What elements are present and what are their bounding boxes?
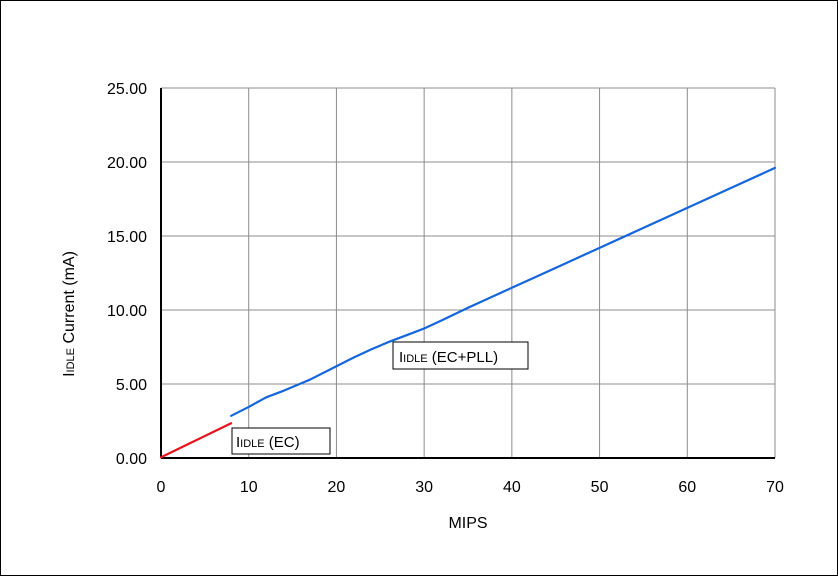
x-tick-label: 0 [157,479,166,496]
svg-text:IIDLE (EC+PLL): IIDLE (EC+PLL) [399,349,498,366]
label-idle-ec-pll-box [392,341,529,370]
x-tick-label: 40 [503,479,521,496]
y-axis-title: IIDLE Current (mA) [61,251,78,377]
y-tick-label: 10.00 [107,303,147,320]
y-tick-label: 15.00 [107,229,147,246]
y-axis-title-prefix: I [61,372,78,376]
x-tick-label: 60 [678,479,696,496]
label-idle-ec-pll-suffix: (EC+PLL) [428,349,498,366]
label-idle-ec-pll-prefix: I [399,349,403,366]
series-line-0 [159,422,233,459]
x-tick-labels: 0 10 20 30 40 50 60 70 [157,479,784,496]
y-axis-title-subscript: IDLE [65,348,77,372]
label-idle-ec-pll: IIDLE (EC+PLL) [392,341,529,370]
y-tick-label: 25.00 [107,81,147,98]
svg-text:IIDLE (EC): IIDLE (EC) [236,434,300,451]
series-line-1 [230,166,777,417]
grid-lines [161,87,776,458]
label-idle-ec-pll-subscript: IDLE [403,353,427,365]
y-tick-labels: 0.00 5.00 10.00 15.00 20.00 25.00 [107,81,147,468]
y-tick-label: 5.00 [116,377,147,394]
x-axis-title: MIPS [448,515,487,532]
y-axis-title-suffix: Current (mA) [61,251,78,348]
x-tick-label: 20 [328,479,346,496]
label-idle-ec-box [231,427,331,455]
label-idle-ec: IIDLE (EC) [231,427,331,455]
x-tick-label: 70 [766,479,784,496]
series-lines [159,166,777,459]
x-tick-label: 30 [415,479,433,496]
x-tick-label: 10 [240,479,258,496]
label-idle-ec-subscript: IDLE [240,438,264,450]
axes [160,88,775,459]
x-tick-label: 50 [591,479,609,496]
y-tick-label: 20.00 [107,155,147,172]
label-idle-ec-suffix: (EC) [265,434,300,451]
y-tick-label: 0.00 [116,451,147,468]
label-idle-ec-prefix: I [236,434,240,451]
